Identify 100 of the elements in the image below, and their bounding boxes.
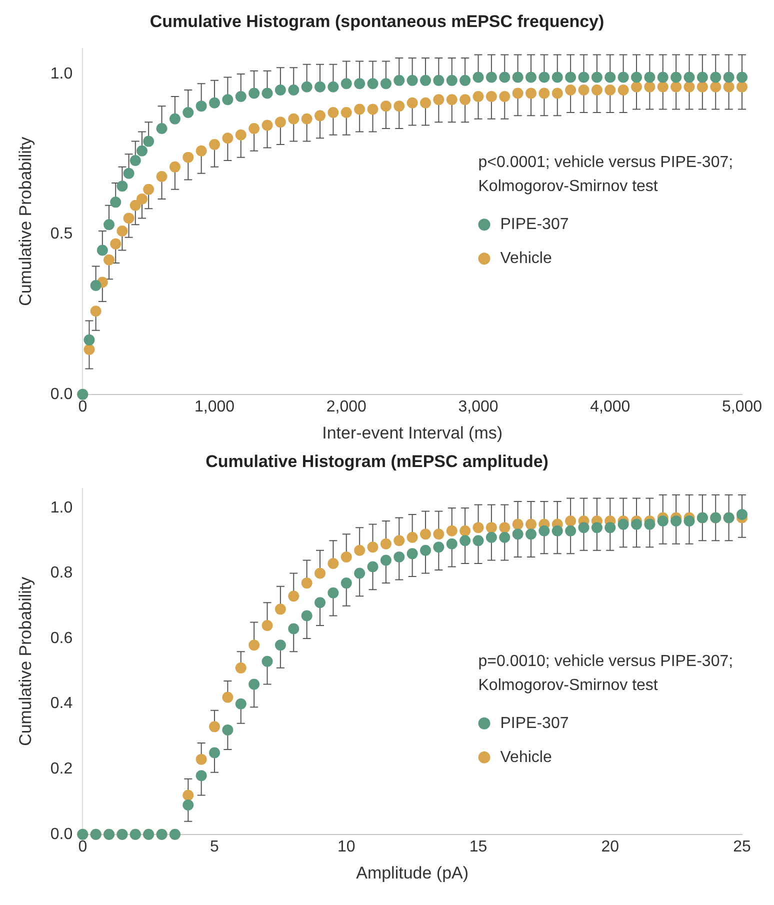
point bbox=[591, 72, 602, 83]
y-axis-title: Cumulative Probability bbox=[16, 576, 35, 746]
point bbox=[222, 692, 234, 703]
annotation: p=0.0010; vehicle versus PIPE-307; Kolmogorov-Smirnov test bbox=[478, 652, 734, 694]
point bbox=[328, 81, 339, 92]
point bbox=[670, 516, 682, 527]
point bbox=[340, 78, 352, 90]
point bbox=[723, 72, 734, 83]
point bbox=[209, 747, 220, 758]
point bbox=[604, 72, 616, 83]
x-tick-label: 20 bbox=[601, 838, 620, 856]
point bbox=[684, 81, 695, 92]
point bbox=[354, 544, 366, 556]
y-tick-label: 0.8 bbox=[50, 564, 73, 582]
point bbox=[380, 538, 392, 550]
point bbox=[420, 544, 432, 556]
point bbox=[526, 72, 537, 83]
point bbox=[248, 88, 260, 99]
point bbox=[130, 155, 141, 166]
point bbox=[104, 254, 115, 266]
point bbox=[565, 72, 576, 83]
point bbox=[512, 528, 524, 540]
point bbox=[618, 72, 629, 83]
point bbox=[182, 800, 194, 811]
point bbox=[460, 525, 471, 536]
point bbox=[380, 100, 392, 112]
point bbox=[367, 78, 378, 90]
point bbox=[565, 525, 576, 536]
x-tick-label: 0 bbox=[78, 398, 88, 416]
point bbox=[222, 132, 234, 144]
point bbox=[526, 528, 537, 540]
point bbox=[222, 94, 234, 106]
point bbox=[499, 90, 510, 102]
point bbox=[222, 724, 234, 736]
x-tick-label: 3,000 bbox=[458, 398, 498, 416]
point bbox=[235, 698, 246, 710]
point bbox=[538, 88, 550, 99]
point bbox=[406, 532, 418, 543]
point bbox=[552, 525, 563, 536]
point bbox=[486, 90, 497, 102]
point bbox=[578, 522, 590, 534]
x-tick-label: 25 bbox=[733, 838, 751, 856]
point bbox=[433, 528, 444, 540]
point bbox=[512, 88, 524, 99]
x-axis-title: Amplitude (pA) bbox=[356, 863, 469, 882]
point bbox=[274, 116, 286, 128]
point bbox=[604, 522, 616, 534]
point bbox=[591, 84, 602, 96]
point bbox=[196, 100, 207, 112]
x-tick-label: 10 bbox=[337, 838, 356, 856]
point bbox=[631, 518, 642, 530]
point bbox=[657, 81, 668, 92]
point bbox=[262, 120, 273, 131]
point bbox=[104, 219, 115, 230]
point bbox=[340, 106, 352, 118]
point bbox=[446, 538, 458, 550]
point bbox=[723, 81, 734, 92]
point bbox=[367, 542, 378, 553]
point bbox=[96, 244, 108, 256]
point bbox=[248, 122, 260, 134]
point bbox=[380, 554, 392, 566]
point bbox=[565, 84, 576, 96]
point bbox=[301, 610, 312, 622]
y-tick-label: 0.0 bbox=[50, 826, 73, 843]
point bbox=[696, 72, 708, 83]
point bbox=[433, 542, 444, 553]
point bbox=[591, 522, 602, 534]
point bbox=[644, 81, 656, 92]
point bbox=[684, 72, 695, 83]
point bbox=[394, 74, 405, 86]
y-tick-label: 0.4 bbox=[50, 695, 73, 712]
point bbox=[696, 81, 708, 92]
point bbox=[235, 90, 246, 102]
point bbox=[406, 74, 418, 86]
point bbox=[552, 88, 563, 99]
point bbox=[248, 678, 260, 690]
point bbox=[314, 597, 326, 608]
point bbox=[486, 532, 497, 543]
point bbox=[196, 754, 207, 765]
point bbox=[526, 88, 537, 99]
x-tick-label: 1,000 bbox=[194, 398, 235, 416]
point bbox=[406, 548, 418, 560]
y-axis-title: Cumulative Probability bbox=[16, 136, 35, 306]
annotation: p<0.0001; vehicle versus PIPE-307; Kolmogorov-Smirnov test bbox=[478, 154, 734, 195]
point bbox=[552, 72, 563, 83]
point bbox=[618, 84, 629, 96]
point bbox=[301, 81, 312, 92]
point bbox=[110, 238, 122, 250]
point bbox=[182, 152, 194, 163]
point bbox=[209, 97, 220, 108]
point bbox=[618, 518, 629, 530]
y-tick-label: 0.0 bbox=[50, 386, 73, 403]
point bbox=[578, 72, 590, 83]
point bbox=[116, 180, 128, 192]
point bbox=[169, 113, 180, 124]
point bbox=[328, 587, 339, 598]
point bbox=[486, 522, 497, 534]
point bbox=[644, 518, 656, 530]
x-axis-title: Inter-event Interval (ms) bbox=[322, 423, 503, 442]
point bbox=[486, 72, 497, 83]
